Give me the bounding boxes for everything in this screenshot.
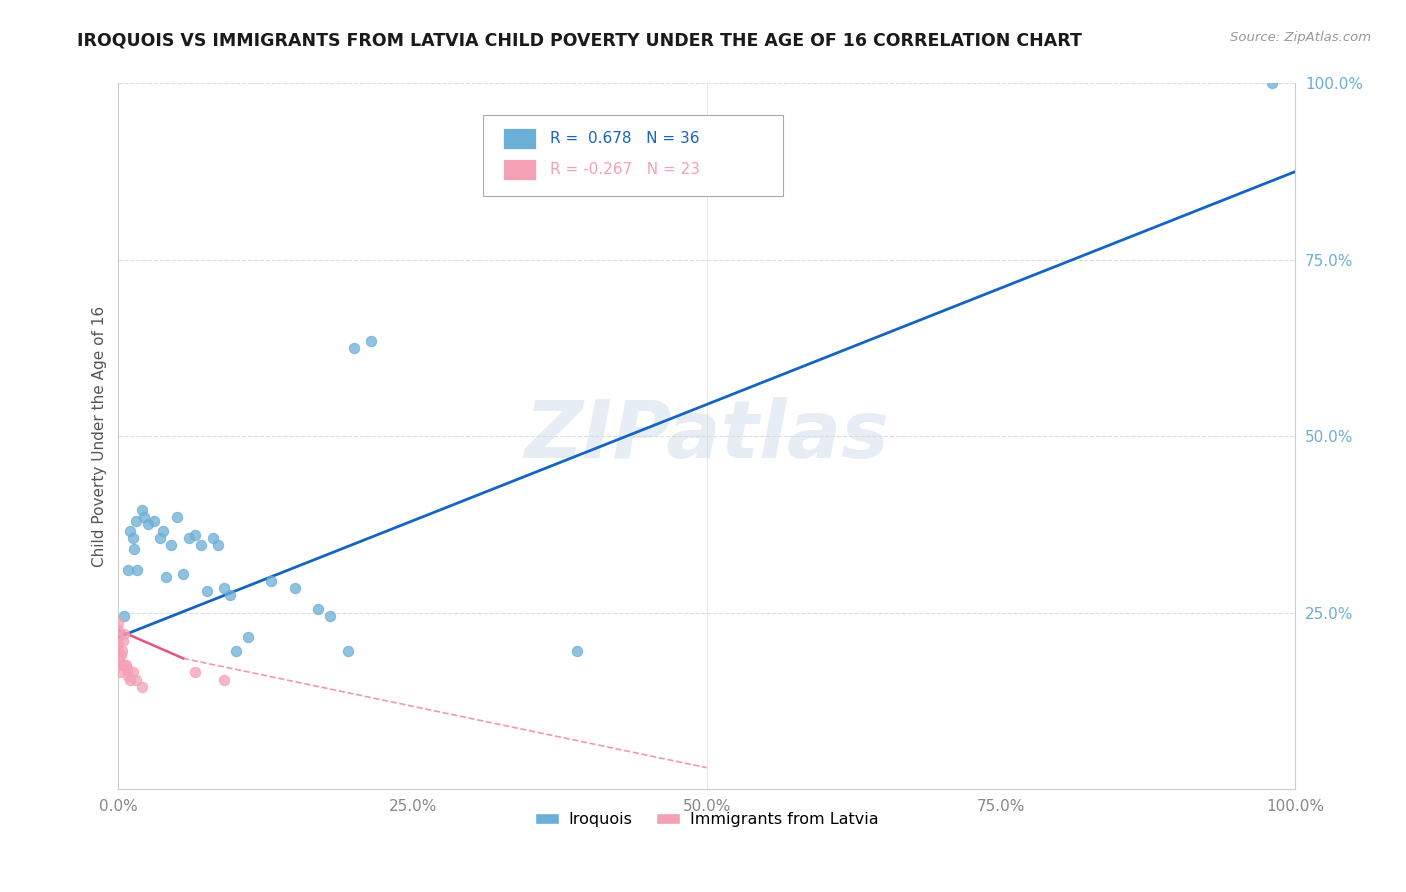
Point: [107, 658, 129, 673]
Point: [114, 658, 136, 673]
Point: [112, 658, 135, 673]
Point: [107, 637, 129, 651]
Point: [112, 609, 135, 624]
Point: [125, 673, 148, 687]
Point: [142, 514, 165, 528]
Point: [184, 528, 207, 542]
Point: [108, 665, 131, 680]
Point: [112, 626, 135, 640]
Point: [190, 539, 212, 553]
Point: [225, 644, 247, 658]
Point: [117, 669, 139, 683]
Point: [149, 532, 172, 546]
Point: [117, 563, 139, 577]
Point: [155, 570, 177, 584]
Point: [284, 581, 307, 595]
Text: R =  0.678   N = 36: R = 0.678 N = 36: [550, 131, 700, 146]
Text: Source: ZipAtlas.com: Source: ZipAtlas.com: [1230, 31, 1371, 45]
Y-axis label: Child Poverty Under the Age of 16: Child Poverty Under the Age of 16: [93, 306, 107, 566]
Point: [360, 334, 382, 348]
Point: [121, 532, 143, 546]
Point: [111, 644, 134, 658]
Point: [108, 658, 131, 673]
Bar: [503, 128, 536, 149]
Point: [236, 630, 259, 644]
Point: [107, 616, 129, 631]
Point: [172, 566, 194, 581]
Point: [214, 673, 236, 687]
Point: [184, 665, 207, 680]
Text: IROQUOIS VS IMMIGRANTS FROM LATVIA CHILD POVERTY UNDER THE AGE OF 16 CORRELATION: IROQUOIS VS IMMIGRANTS FROM LATVIA CHILD…: [77, 31, 1083, 49]
Point: [120, 673, 142, 687]
Point: [195, 584, 218, 599]
Point: [107, 623, 129, 637]
Point: [177, 532, 200, 546]
Point: [121, 665, 143, 680]
Point: [122, 541, 145, 556]
Point: [110, 648, 132, 662]
Point: [107, 644, 129, 658]
Point: [112, 633, 135, 648]
Point: [567, 644, 589, 658]
Text: R = -0.267   N = 23: R = -0.267 N = 23: [550, 162, 700, 177]
Legend: Iroquois, Immigrants from Latvia: Iroquois, Immigrants from Latvia: [529, 806, 884, 834]
Point: [127, 563, 149, 577]
Point: [125, 514, 148, 528]
Point: [107, 651, 129, 665]
Text: ZIPatlas: ZIPatlas: [524, 397, 890, 475]
Point: [319, 609, 342, 624]
Point: [107, 630, 129, 644]
Point: [201, 532, 224, 546]
Point: [120, 524, 142, 539]
Bar: [503, 159, 536, 180]
Point: [134, 510, 156, 524]
Point: [219, 588, 242, 602]
Point: [152, 524, 174, 539]
Point: [214, 581, 236, 595]
Point: [166, 510, 188, 524]
Point: [343, 341, 366, 355]
Point: [260, 574, 283, 588]
Point: [160, 539, 183, 553]
Point: [336, 644, 359, 658]
Point: [131, 503, 153, 517]
Point: [1260, 77, 1282, 91]
FancyBboxPatch shape: [484, 115, 783, 196]
Point: [115, 662, 138, 676]
Point: [207, 539, 229, 553]
Point: [136, 517, 159, 532]
Point: [131, 680, 153, 694]
Point: [308, 602, 330, 616]
